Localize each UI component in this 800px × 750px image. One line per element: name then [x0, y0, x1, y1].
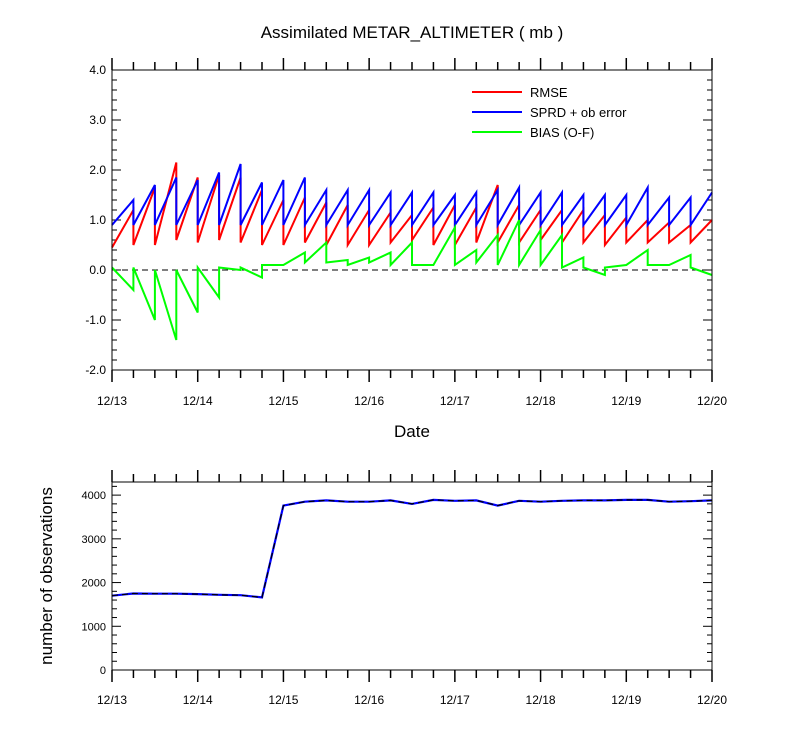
bottom-axes: 0 1000 2000 3000 4000 12/13 12/14 12/15 12/16 12/… — [82, 470, 727, 707]
x-tick-label: 12/15 — [268, 394, 298, 408]
y-tick-label: 0.0 — [89, 263, 106, 277]
observations-line-dashed — [111, 499, 713, 599]
y-tick-label: 3.0 — [89, 113, 106, 127]
series-line-bias-o-f — [111, 219, 713, 341]
x-tick-label: 12/16 — [354, 693, 384, 707]
bottom-chart: 0 1000 2000 3000 4000 12/13 12/14 12/15 12/16 12/… — [37, 470, 727, 707]
x-tick-label: 12/13 — [97, 693, 127, 707]
x-tick-label: 12/14 — [183, 394, 213, 408]
x-tick-label: 12/18 — [526, 693, 556, 707]
bottom-series-lines — [111, 498, 713, 599]
y-axis-label-observations: number of observations — [37, 487, 56, 665]
y-tick-label: 2000 — [82, 578, 106, 590]
top-axes: -2.0 -1.0 0.0 1.0 2.0 3.0 4.0 12/13 12/14 12/15 12… — [85, 58, 727, 408]
x-tick-label: 12/19 — [611, 693, 641, 707]
legend-label: SPRD + ob error — [530, 105, 627, 120]
y-tick-label: 4000 — [82, 490, 106, 502]
bottom-plot-frame — [111, 481, 713, 671]
observations-line — [111, 498, 713, 599]
x-tick-label: 12/18 — [526, 394, 556, 408]
y-tick-label: 4.0 — [89, 63, 106, 77]
x-axis-label: Date — [394, 422, 430, 441]
y-tick-label: 1.0 — [89, 213, 106, 227]
x-tick-label: 12/15 — [268, 693, 298, 707]
y-tick-label: 1000 — [82, 621, 106, 633]
x-tick-label: 12/20 — [697, 693, 727, 707]
top-series-lines — [111, 162, 713, 341]
y-tick-label: -1.0 — [85, 313, 106, 327]
x-tick-label: 12/17 — [440, 394, 470, 408]
series-line-sprd-ob-error — [111, 163, 713, 229]
legend-label: BIAS (O-F) — [530, 125, 594, 140]
y-tick-label: -2.0 — [85, 363, 106, 377]
chart-title: Assimilated METAR_ALTIMETER ( mb ) — [261, 23, 564, 42]
top-plot-frame — [111, 69, 713, 371]
x-tick-label: 12/16 — [354, 394, 384, 408]
y-tick-label: 2.0 — [89, 163, 106, 177]
x-tick-label: 12/14 — [183, 693, 213, 707]
x-tick-label: 12/19 — [611, 394, 641, 408]
x-tick-label: 12/20 — [697, 394, 727, 408]
y-tick-label: 3000 — [82, 534, 106, 546]
y-tick-label: 0 — [100, 665, 106, 677]
x-tick-label: 12/17 — [440, 693, 470, 707]
legend-label: RMSE — [530, 85, 568, 100]
x-tick-label: 12/13 — [97, 394, 127, 408]
top-chart: Assimilated METAR_ALTIMETER ( mb ) -2.0-… — [85, 23, 727, 441]
legend: RMSE SPRD + ob error BIAS (O-F) — [472, 85, 627, 140]
